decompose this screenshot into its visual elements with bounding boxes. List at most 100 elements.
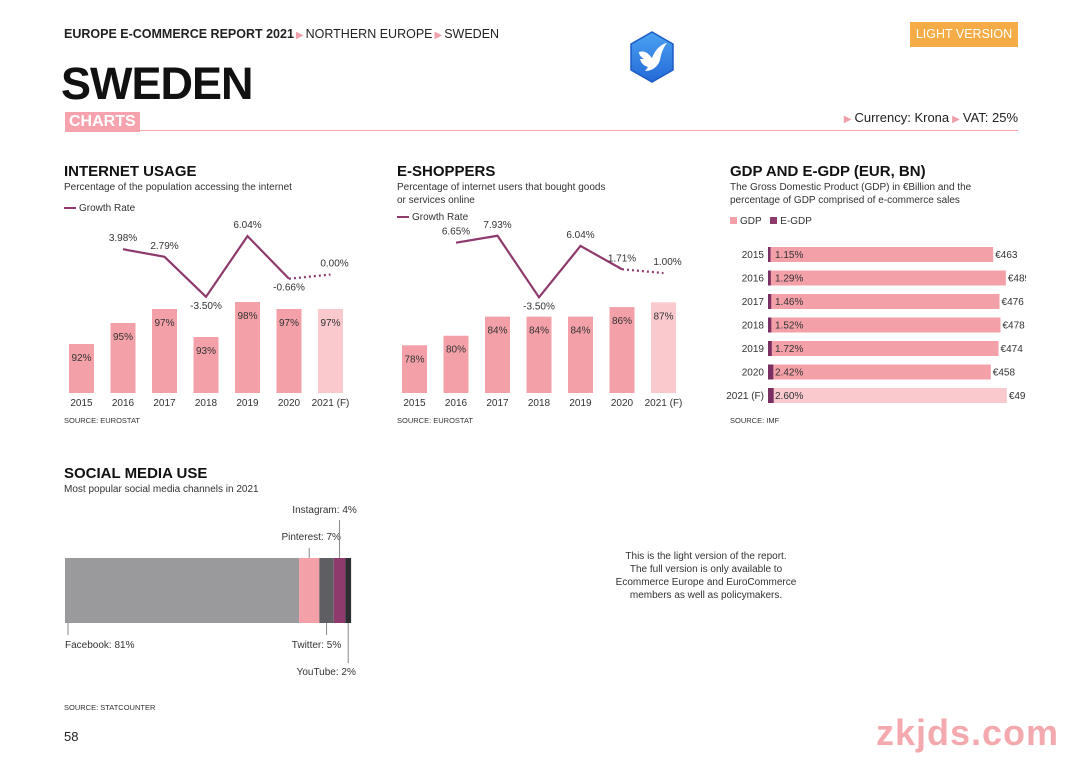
internet-growth-label: -0.66%	[273, 283, 305, 294]
internet-x-tick: 2019	[236, 398, 259, 409]
eshop-x-tick: 2015	[403, 398, 426, 409]
social-label-facebook: Facebook: 81%	[65, 640, 135, 651]
egdp-label: 2.42%	[775, 368, 803, 379]
eshop-x-tick: 2020	[611, 398, 634, 409]
internet-growth-label: 6.04%	[233, 220, 261, 231]
breadcrumb-region[interactable]: NORTHERN EUROPE	[305, 27, 433, 41]
eshop-bar-label: 80%	[446, 345, 466, 356]
internet-usage-subtitle: Percentage of the population accessing t…	[64, 182, 292, 193]
gdp-value-label: €476	[1002, 297, 1025, 308]
social-media-title: SOCIAL MEDIA USE	[64, 465, 208, 482]
internet-bar	[235, 302, 260, 393]
social-label-instagram: Instagram: 4%	[292, 505, 357, 516]
gdp-year-label: 2020	[742, 368, 765, 379]
eshop-x-tick: 2018	[528, 398, 551, 409]
eshop-bar-label: 87%	[653, 311, 673, 322]
gdp-value-label: €478	[1002, 321, 1025, 332]
eshop-x-tick: 2016	[445, 398, 468, 409]
gdp-bar	[768, 388, 1007, 403]
eshop-growth-label: 1.71%	[608, 253, 636, 264]
internet-usage-legend: Growth Rate	[64, 203, 135, 214]
legend-line-icon	[64, 207, 76, 210]
internet-growth-label: 2.79%	[150, 241, 178, 252]
internet-x-tick: 2016	[112, 398, 135, 409]
egdp-bar	[768, 317, 772, 333]
internet-growth-label: -3.50%	[190, 301, 222, 312]
eshop-bar	[526, 316, 552, 393]
gdp-value-label: €491	[1009, 391, 1026, 402]
internet-bar-label: 97%	[154, 318, 174, 329]
social-media-chart: Facebook: 81% Pinterest: 7% Twitter: 5% Ins…	[65, 505, 357, 678]
social-label-twitter: Twitter: 5%	[292, 640, 342, 651]
internet-bar-label: 95%	[113, 332, 133, 343]
gdp-year-label: 2015	[742, 250, 765, 261]
egdp-label: 1.29%	[775, 274, 803, 285]
e-shoppers-subtitle-line: or services online	[397, 195, 475, 206]
internet-x-tick: 2017	[153, 398, 176, 409]
eshop-growth-label: 7.93%	[483, 220, 511, 231]
internet-x-tick: 2015	[70, 398, 93, 409]
eshop-bar-label: 84%	[487, 326, 507, 337]
note-line: This is the light version of the report.	[625, 551, 787, 562]
internet-bar-label: 98%	[237, 311, 257, 322]
legend-label: Growth Rate	[412, 212, 469, 223]
bird-logo-icon	[630, 31, 674, 83]
internet-bar	[110, 323, 136, 393]
eshop-growth-label: 1.00%	[653, 257, 681, 268]
eshop-growth-label: 6.04%	[566, 230, 594, 241]
egdp-bar	[768, 294, 772, 309]
legend-egdp-label: E-GDP	[780, 216, 812, 227]
internet-bar	[318, 309, 343, 393]
social-segment-pinterest	[299, 558, 320, 623]
internet-bar-label: 92%	[71, 353, 91, 364]
internet-bar	[152, 309, 177, 393]
currency-label: Currency: Krona	[854, 110, 950, 125]
internet-usage-title: INTERNET USAGE	[64, 163, 197, 180]
gdp-value-label: €489	[1008, 274, 1026, 285]
note-line: Ecommerce Europe and EuroCommerce	[615, 577, 797, 588]
light-version-note: This is the light version of the report.…	[596, 550, 816, 602]
social-segment-twitter	[319, 558, 334, 623]
eshop-bar-label: 86%	[612, 316, 632, 327]
country-meta: ▶ Currency: Krona ▶ VAT: 25%	[841, 110, 1018, 125]
breadcrumb-country[interactable]: SWEDEN	[444, 27, 500, 41]
note-line: members as well as policymakers.	[629, 590, 783, 601]
internet-growth-label: 3.98%	[109, 233, 137, 244]
internet-x-tick: 2018	[195, 398, 218, 409]
eshop-x-tick: 2017	[486, 398, 509, 409]
gdp-title: GDP AND E-GDP (EUR, BN)	[730, 163, 926, 180]
light-version-button[interactable]: LIGHT VERSION	[910, 22, 1018, 47]
social-segment-facebook	[65, 558, 300, 623]
watermark: zkjds.com	[876, 712, 1060, 753]
egdp-label: 1.52%	[775, 321, 803, 332]
internet-growth-forecast-line	[288, 273, 331, 280]
egdp-bar	[768, 270, 771, 286]
egdp-bar	[768, 364, 774, 380]
egdp-bar	[768, 247, 771, 262]
legend-swatch-icon	[730, 217, 737, 224]
legend-line-icon	[397, 216, 409, 219]
breadcrumb: EUROPE E-COMMERCE REPORT 2021 ▶ NORTHERN E…	[64, 27, 499, 41]
gdp-year-label: 2018	[742, 321, 765, 332]
social-label-pinterest: Pinterest: 7%	[281, 532, 341, 543]
eshop-bar-label: 84%	[529, 326, 549, 337]
egdp-bar	[768, 341, 772, 356]
gdp-bar	[768, 294, 1000, 309]
social-segment-youtube	[345, 558, 352, 623]
social-media-source: SOURCE: STATCOUNTER	[64, 703, 156, 712]
eshop-bar	[443, 335, 469, 393]
eshop-bar-label: 84%	[570, 326, 590, 337]
gdp-bar	[768, 317, 1001, 333]
social-segment-instagram	[333, 558, 346, 623]
eshop-bar	[568, 316, 593, 393]
eshop-growth-forecast-line	[621, 268, 664, 275]
internet-bar	[193, 337, 219, 393]
breadcrumb-report[interactable]: EUROPE E-COMMERCE REPORT 2021	[64, 27, 294, 41]
gdp-bar	[768, 364, 991, 380]
eshop-bar	[651, 302, 676, 393]
e-shoppers-subtitle-line: Percentage of internet users that bought…	[397, 182, 606, 193]
internet-usage-source: SOURCE: EUROSTAT	[64, 416, 140, 425]
gdp-subtitle-line: The Gross Domestic Product (GDP) in €Bil…	[730, 182, 972, 193]
internet-bar	[69, 344, 94, 393]
eshop-x-tick: 2019	[569, 398, 592, 409]
